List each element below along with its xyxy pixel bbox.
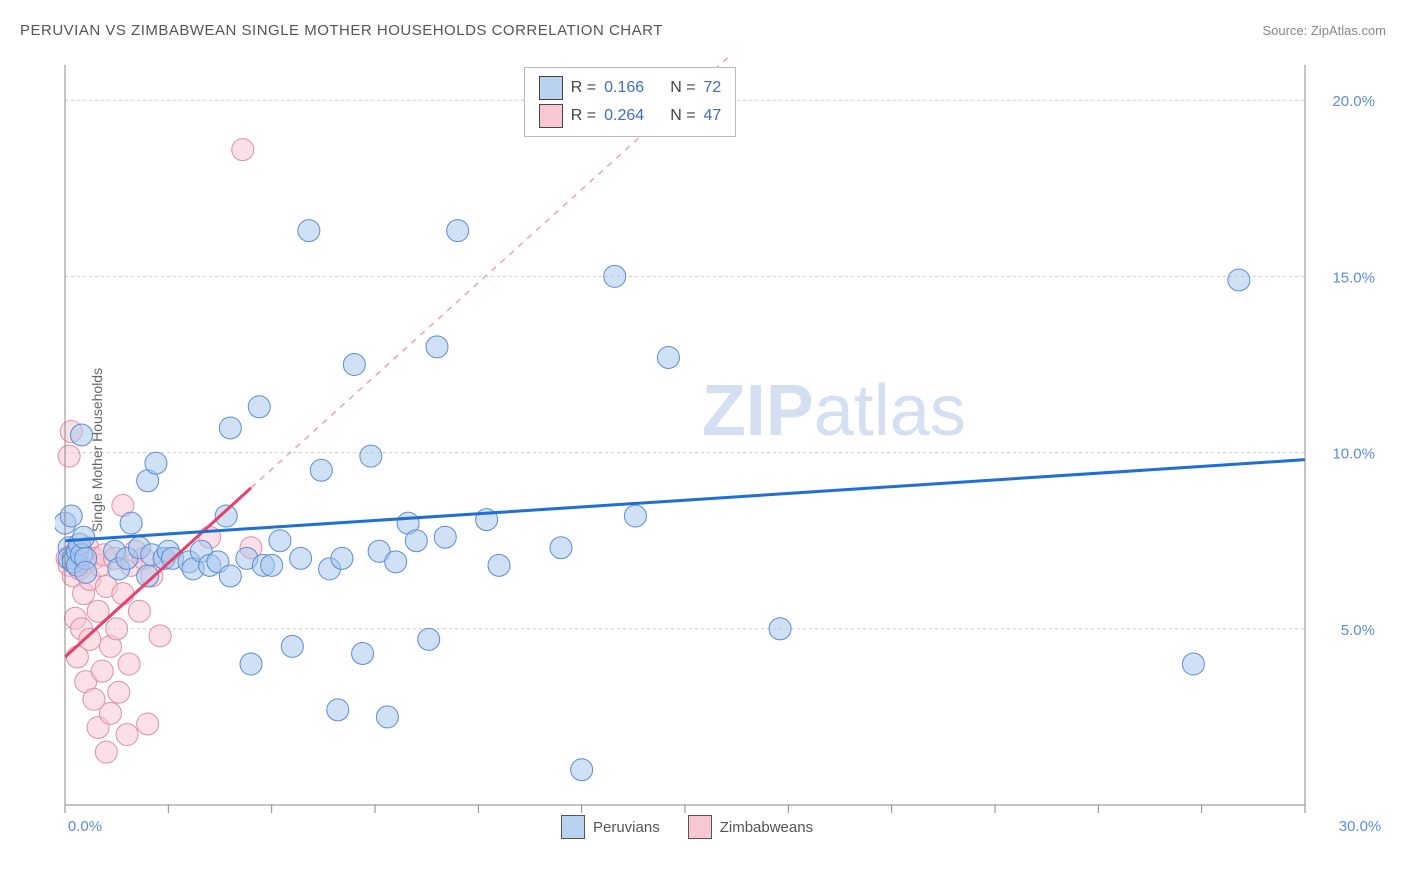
data-point	[91, 660, 113, 682]
data-point	[118, 653, 140, 675]
data-point	[657, 346, 679, 368]
y-tick-label: 20.0%	[1332, 93, 1375, 110]
data-point	[128, 600, 150, 622]
legend-item: Peruvians	[561, 815, 660, 839]
data-point	[108, 681, 130, 703]
data-point	[327, 699, 349, 721]
data-point	[145, 452, 167, 474]
data-point	[604, 265, 626, 287]
data-point	[426, 336, 448, 358]
data-point	[137, 713, 159, 735]
legend-label: Zimbabweans	[720, 819, 813, 836]
data-point	[1228, 269, 1250, 291]
data-point	[405, 530, 427, 552]
series-legend: Peruvians Zimbabweans	[561, 815, 813, 839]
stat-legend-row: R = 0.166 N = 72	[539, 74, 722, 102]
data-point	[219, 417, 241, 439]
r-value: 0.264	[604, 107, 644, 125]
stat-legend-row: R = 0.264 N = 47	[539, 102, 722, 130]
data-point	[99, 702, 121, 724]
r-label: R =	[571, 79, 596, 97]
legend-swatch	[688, 815, 712, 839]
data-point	[261, 554, 283, 576]
trend-line-blue	[65, 460, 1305, 541]
data-point	[331, 547, 353, 569]
legend-swatch	[561, 815, 585, 839]
x-tick-label: 0.0%	[68, 818, 102, 835]
data-point	[571, 759, 593, 781]
data-point	[418, 628, 440, 650]
stat-legend: R = 0.166 N = 72 R = 0.264 N = 47	[524, 67, 737, 137]
data-point	[310, 459, 332, 481]
legend-swatch	[539, 104, 563, 128]
y-tick-label: 15.0%	[1332, 269, 1375, 286]
source-label: Source: ZipAtlas.com	[1262, 23, 1386, 38]
n-value: 47	[704, 107, 722, 125]
data-point	[269, 530, 291, 552]
legend-swatch	[539, 76, 563, 100]
data-point	[290, 547, 312, 569]
data-point	[385, 551, 407, 573]
legend-label: Peruvians	[593, 819, 660, 836]
data-point	[769, 618, 791, 640]
data-point	[550, 537, 572, 559]
data-point	[434, 526, 456, 548]
data-point	[298, 220, 320, 242]
data-point	[488, 554, 510, 576]
y-tick-label: 5.0%	[1341, 622, 1375, 639]
data-point	[79, 628, 101, 650]
n-label: N =	[670, 107, 695, 125]
data-point	[1182, 653, 1204, 675]
data-point	[149, 625, 171, 647]
data-point	[343, 354, 365, 376]
r-value: 0.166	[604, 79, 644, 97]
data-point	[120, 512, 142, 534]
n-label: N =	[670, 79, 695, 97]
data-point	[360, 445, 382, 467]
data-point	[106, 618, 128, 640]
y-tick-label: 10.0%	[1332, 446, 1375, 463]
scatter-plot: ZIPatlas 0.0% 30.0% 5.0% 10.0% 15.0% 20.0%	[55, 55, 1385, 845]
data-point	[376, 706, 398, 728]
chart-title: PERUVIAN VS ZIMBABWEAN SINGLE MOTHER HOU…	[20, 22, 663, 39]
data-point	[60, 505, 82, 527]
n-value: 72	[704, 79, 722, 97]
y-axis-label: Single Mother Households	[89, 368, 105, 532]
data-point	[58, 445, 80, 467]
data-point	[232, 139, 254, 161]
data-point	[219, 565, 241, 587]
data-point	[116, 724, 138, 746]
watermark: ZIPatlas	[702, 371, 966, 451]
legend-item: Zimbabweans	[688, 815, 813, 839]
data-point	[248, 396, 270, 418]
x-tick-label: 30.0%	[1339, 818, 1382, 835]
data-point	[75, 561, 97, 583]
data-point	[624, 505, 646, 527]
data-point	[281, 635, 303, 657]
data-point	[95, 741, 117, 763]
chart-container: Single Mother Households ZIPatlas 0.0% 30.…	[55, 55, 1385, 845]
data-point	[447, 220, 469, 242]
data-point	[240, 653, 262, 675]
r-label: R =	[571, 107, 596, 125]
data-point	[112, 583, 134, 605]
data-point	[352, 642, 374, 664]
